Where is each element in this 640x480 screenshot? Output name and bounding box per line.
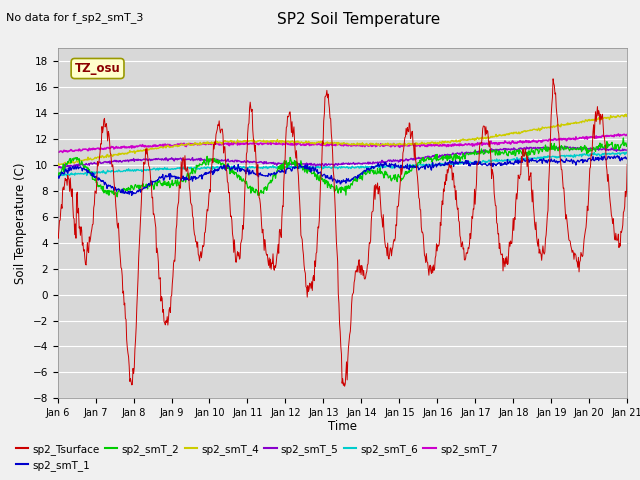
Legend: sp2_Tsurface, sp2_smT_1, sp2_smT_2, sp2_smT_4, sp2_smT_5, sp2_smT_6, sp2_smT_7: sp2_Tsurface, sp2_smT_1, sp2_smT_2, sp2_… <box>12 439 502 475</box>
Text: No data for f_sp2_smT_3: No data for f_sp2_smT_3 <box>6 12 144 23</box>
Y-axis label: Soil Temperature (C): Soil Temperature (C) <box>14 162 27 284</box>
Text: TZ_osu: TZ_osu <box>75 62 120 75</box>
X-axis label: Time: Time <box>328 420 357 432</box>
Text: SP2 Soil Temperature: SP2 Soil Temperature <box>276 12 440 27</box>
